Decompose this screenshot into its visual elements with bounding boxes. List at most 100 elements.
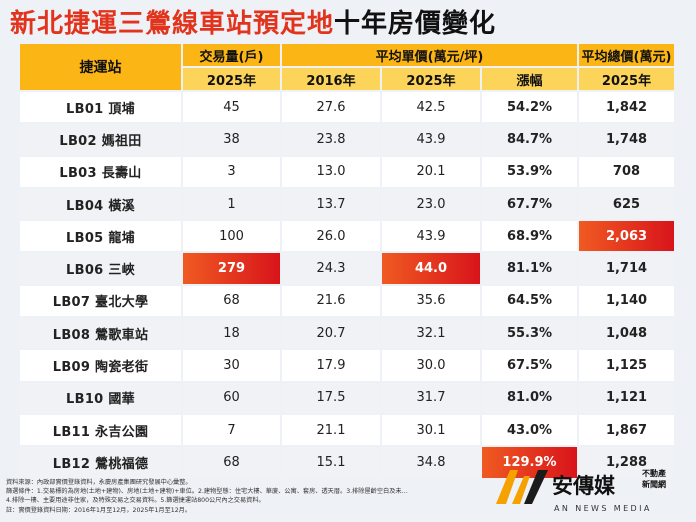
price-2025-cell: 23.0 <box>382 188 482 222</box>
brand-logo: 安傳媒 不動產 新聞網 AN NEWS MEDIA <box>494 464 690 520</box>
station-cell: LB10 國華 <box>20 382 183 415</box>
price-2025-cell: 35.6 <box>382 285 482 319</box>
table-row: LB12 鶯桃福德 68 15.1 34.8 129.9% 1,288 <box>20 447 676 480</box>
price-2016-cell: 23.8 <box>282 124 382 157</box>
station-cell: LB06 三峽 <box>20 253 183 286</box>
growth-cell: 55.3% <box>482 318 579 351</box>
price-2016-cell: 21.6 <box>282 285 382 319</box>
title-part2: 十年房價變化 <box>334 9 497 39</box>
page-title: 新北捷運三鶯線車站預定地十年房價變化 <box>10 4 686 44</box>
station-cell: LB08 鶯歌車站 <box>20 318 183 351</box>
volume-cell-highlight: 279 <box>183 253 282 286</box>
volume-cell: 1 <box>183 188 282 222</box>
total-cell: 1,121 <box>579 382 676 415</box>
price-2025-cell: 20.1 <box>382 156 482 189</box>
station-cell: LB04 橫溪 <box>20 188 183 222</box>
price-2016-cell: 15.1 <box>282 447 382 480</box>
price-2016-cell: 24.3 <box>282 253 382 286</box>
header-total-year: 2025年 <box>579 68 676 92</box>
growth-cell: 43.0% <box>482 414 579 448</box>
growth-cell: 84.7% <box>482 124 579 157</box>
price-2025-cell: 32.1 <box>382 318 482 351</box>
logo-tag-1: 不動產 <box>642 469 666 478</box>
header-volume-year: 2025年 <box>183 68 282 92</box>
volume-cell: 7 <box>183 414 282 448</box>
growth-cell: 54.2% <box>482 92 579 125</box>
total-cell: 625 <box>579 188 676 222</box>
header-unit-price: 平均單價(萬元/坪) <box>282 44 579 68</box>
price-2016-cell: 13.0 <box>282 156 382 189</box>
logo-tagline: 不動產 新聞網 <box>642 468 686 490</box>
header-unit-year-2016: 2016年 <box>282 68 382 92</box>
growth-cell: 64.5% <box>482 285 579 319</box>
growth-cell: 81.0% <box>482 382 579 415</box>
note-date: 註：實價登錄資料日期：2016年1月至12月，2025年1月至12月。 <box>6 506 192 514</box>
total-cell: 1,867 <box>579 414 676 448</box>
growth-cell: 81.1% <box>482 253 579 286</box>
volume-cell: 18 <box>183 318 282 351</box>
volume-cell: 60 <box>183 382 282 415</box>
price-2025-cell: 31.7 <box>382 382 482 415</box>
total-cell: 1,288 <box>579 447 676 480</box>
note-source: 資料來源：內政部實價登錄資料，永慶房產集團研究發展中心彙整。 <box>6 479 192 486</box>
price-2016-cell: 27.6 <box>282 92 382 125</box>
price-2025-cell: 43.9 <box>382 124 482 157</box>
volume-cell: 100 <box>183 221 282 254</box>
price-2025-cell: 30.0 <box>382 350 482 383</box>
station-cell: LB02 媽祖田 <box>20 124 183 157</box>
station-cell: LB09 陶瓷老街 <box>20 350 183 383</box>
price-2016-cell: 26.0 <box>282 221 382 254</box>
header-total-price: 平均總價(萬元) <box>579 44 676 68</box>
total-cell: 1,140 <box>579 285 676 319</box>
title-part1: 新北捷運三鶯線車站預定地 <box>10 9 335 39</box>
growth-cell-highlight: 129.9% <box>482 447 579 480</box>
volume-cell: 38 <box>183 124 282 157</box>
station-cell: LB03 長壽山 <box>20 156 183 189</box>
table-row: LB03 長壽山 3 13.0 20.1 53.9% 708 <box>20 156 676 189</box>
table-row: LB02 媽祖田 38 23.8 43.9 84.7% 1,748 <box>20 124 676 157</box>
table-row: LB06 三峽 279 24.3 44.0 81.1% 1,714 <box>20 253 676 286</box>
volume-cell: 45 <box>183 92 282 125</box>
note-criteria: 篩選條件：1.交易標的為房地(土地+建物)、房地(土地+建物)+車位。2.建物型… <box>6 488 408 496</box>
header-volume: 交易量(戶) <box>183 44 282 68</box>
price-2016-cell: 17.5 <box>282 382 382 415</box>
price-2016-cell: 20.7 <box>282 318 382 351</box>
growth-cell: 68.9% <box>482 221 579 254</box>
table-row: LB08 鶯歌車站 18 20.7 32.1 55.3% 1,048 <box>20 318 676 351</box>
logo-mark-icon <box>496 470 548 504</box>
volume-cell: 68 <box>183 285 282 319</box>
price-2016-cell: 17.9 <box>282 350 382 383</box>
price-2025-cell: 34.8 <box>382 447 482 480</box>
price-2016-cell: 13.7 <box>282 188 382 222</box>
table-row: LB10 國華 60 17.5 31.7 81.0% 1,121 <box>20 382 676 415</box>
station-cell: LB07 臺北大學 <box>20 285 183 319</box>
volume-cell: 68 <box>183 447 282 480</box>
table-row: LB07 臺北大學 68 21.6 35.6 64.5% 1,140 <box>20 285 676 319</box>
logo-english: AN NEWS MEDIA <box>554 504 652 513</box>
station-cell: LB12 鶯桃福德 <box>20 447 183 480</box>
station-cell: LB05 龍埔 <box>20 221 183 254</box>
total-cell: 1,048 <box>579 318 676 351</box>
total-cell: 1,125 <box>579 350 676 383</box>
table-row: LB04 橫溪 1 13.7 23.0 67.7% 625 <box>20 188 676 222</box>
logo-name: 安傳媒 <box>552 474 615 498</box>
total-cell: 708 <box>579 156 676 189</box>
price-2025-cell-highlight: 44.0 <box>382 253 482 286</box>
station-cell: LB11 永吉公園 <box>20 414 183 448</box>
table-row: LB09 陶瓷老街 30 17.9 30.0 67.5% 1,125 <box>20 350 676 383</box>
price-2025-cell: 30.1 <box>382 414 482 448</box>
note-criteria-2: 4.排除一樓、主要用途非住家，及特殊交易之交易資料。5.篩選捷運站800公尺內之… <box>6 497 265 505</box>
logo-tag-2: 新聞網 <box>642 480 666 489</box>
growth-cell: 53.9% <box>482 156 579 189</box>
table-row: LB01 頂埔 45 27.6 42.5 54.2% 1,842 <box>20 92 676 125</box>
table-row: LB11 永吉公園 7 21.1 30.1 43.0% 1,867 <box>20 414 676 448</box>
growth-cell: 67.7% <box>482 188 579 222</box>
total-cell-highlight: 2,063 <box>579 221 676 254</box>
station-cell: LB01 頂埔 <box>20 92 183 125</box>
header-unit-year-2025: 2025年 <box>382 68 482 92</box>
total-cell: 1,748 <box>579 124 676 157</box>
price-2025-cell: 43.9 <box>382 221 482 254</box>
growth-cell: 67.5% <box>482 350 579 383</box>
total-cell: 1,714 <box>579 253 676 286</box>
total-cell: 1,842 <box>579 92 676 125</box>
